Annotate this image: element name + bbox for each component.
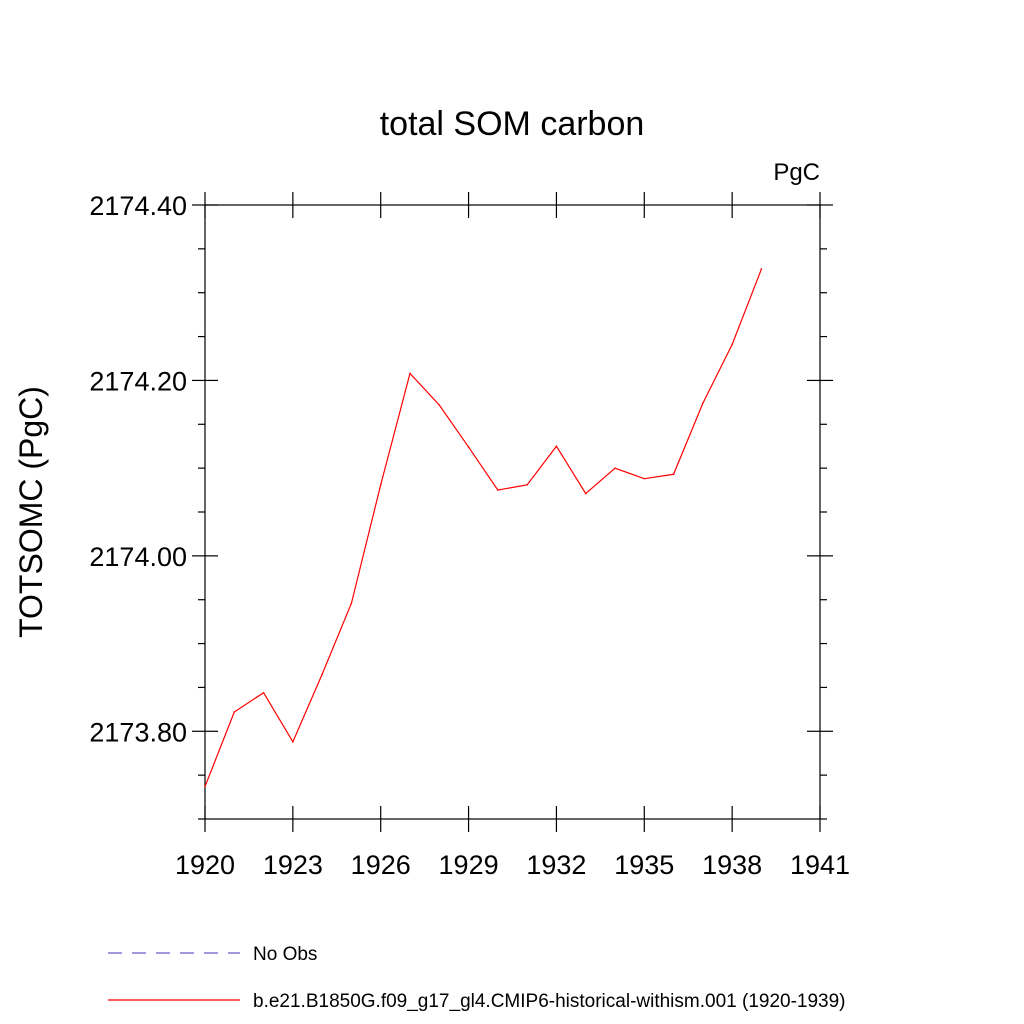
series-layer [204,268,763,788]
data-point [672,473,675,476]
x-tick-label: 1920 [175,850,235,880]
data-point [379,484,382,486]
data-point [292,741,294,743]
x-tick-label: 1923 [263,850,323,880]
legend: No Obs b.e21.B1850G.f09_g17_gl4.CMIP6-his… [108,944,846,1012]
series-line-1 [204,268,762,787]
data-point [321,673,323,676]
chart-title: total SOM carbon [380,105,645,143]
y-tick-label: 2174.40 [89,191,187,221]
data-point [643,477,646,480]
data-point [438,404,441,406]
legend-label-1: b.e21.B1850G.f09_g17_gl4.CMIP6-historica… [253,991,846,1012]
data-point [526,484,528,486]
legend-label-0: No Obs [253,944,317,965]
data-point [497,489,499,491]
data-point [702,402,704,405]
x-tick-label: 1935 [614,850,674,880]
data-point [467,446,470,448]
data-point [555,445,558,448]
data-point [409,372,411,375]
data-point [584,492,587,495]
x-tick-label: 1932 [526,850,586,880]
data-point [760,268,763,270]
x-tick-label: 1941 [790,850,850,880]
plot-frame [204,204,821,820]
units-label: PgC [773,159,820,186]
axis-ticks: 1920 1923 1926 1929 1932 1935 1938 1941 2173.80 2… [89,191,850,880]
data-point [204,785,206,788]
data-point [731,343,733,346]
x-tick-label: 1929 [439,850,499,880]
y-axis-label: TOTSOMC (PgC) [13,386,49,638]
x-tick-label: 1938 [702,850,762,880]
data-point [262,691,265,694]
data-point [614,467,616,469]
y-tick-label: 2174.20 [89,366,187,396]
data-point [350,602,353,605]
x-tick-label: 1926 [351,850,411,880]
y-tick-label: 2173.80 [89,717,187,747]
y-tick-label: 2174.00 [89,542,187,572]
data-point [233,711,236,713]
